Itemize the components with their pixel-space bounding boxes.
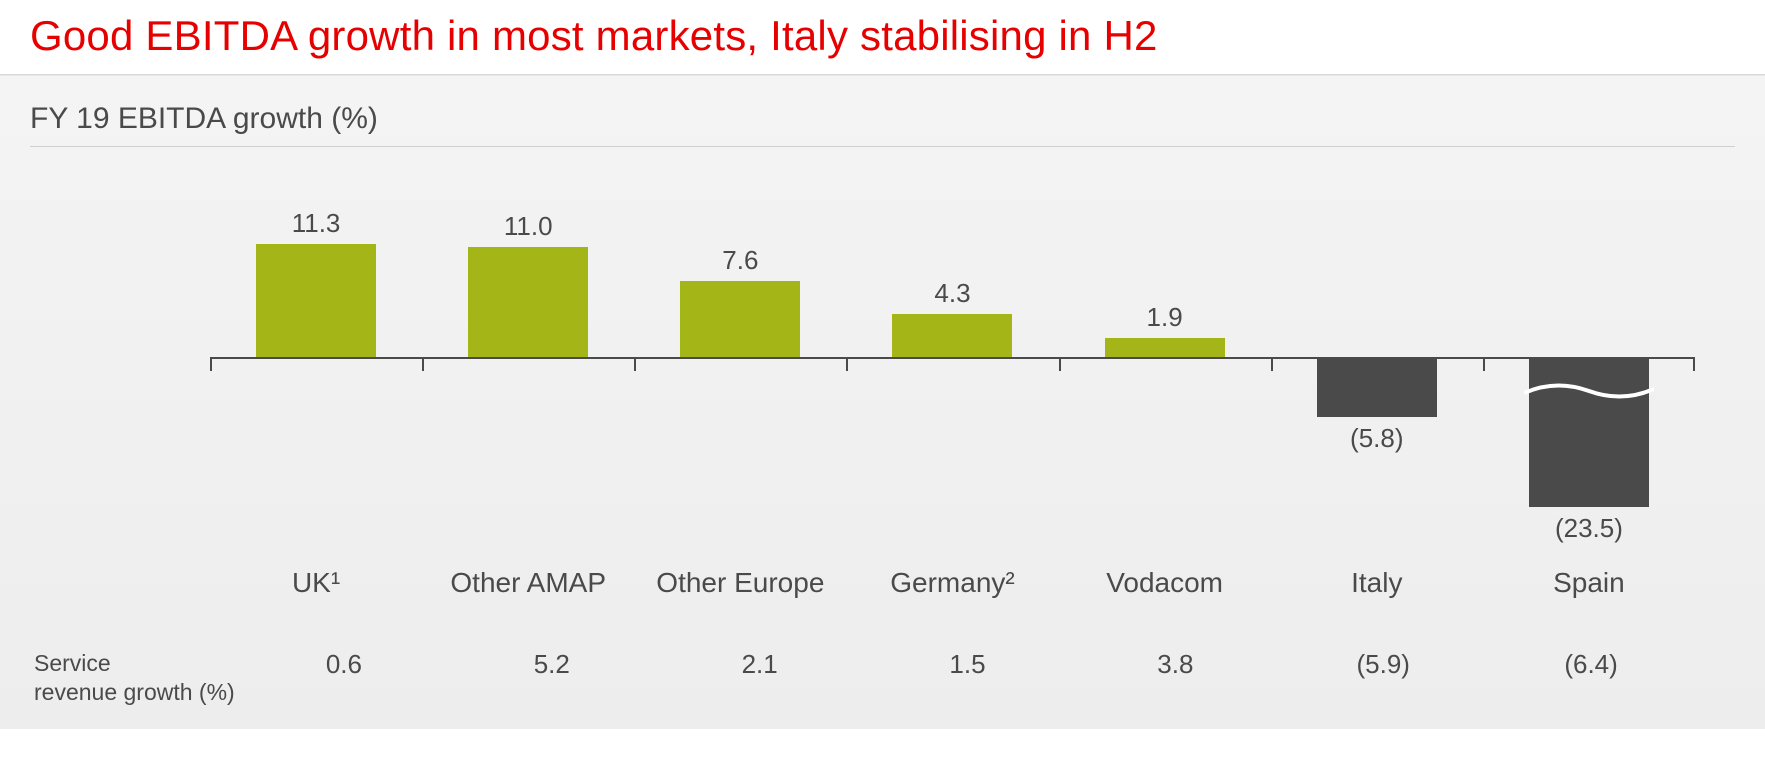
bar — [256, 244, 376, 357]
bar-value-label: 7.6 — [722, 245, 758, 276]
chart-panel: FY 19 EBITDA growth (%) 11.311.07.64.31.… — [0, 75, 1765, 729]
title-bar: Good EBITDA growth in most markets, Ital… — [0, 0, 1765, 75]
bar — [1105, 338, 1225, 357]
bar — [892, 314, 1012, 357]
bar-value-label: 11.3 — [292, 208, 341, 239]
chart-column: (23.5) — [1483, 217, 1695, 555]
chart-column: 4.3 — [846, 217, 1058, 555]
footer-value: 5.2 — [448, 649, 656, 680]
category-label: Italy — [1271, 567, 1483, 599]
footer-value: 2.1 — [656, 649, 864, 680]
chart-column: (5.8) — [1271, 217, 1483, 555]
footer-legend-line2: revenue growth (%) — [34, 678, 240, 707]
footer-values-row: 0.65.22.11.53.8(5.9)(6.4) — [240, 649, 1735, 680]
category-label: UK¹ — [210, 567, 422, 599]
footer-value: 3.8 — [1071, 649, 1279, 680]
axis-tick — [1693, 357, 1695, 371]
category-labels-row: UK¹Other AMAPOther EuropeGermany²Vodacom… — [30, 567, 1735, 599]
bar-chart: 11.311.0 7.6 4.3 1.9 (5.8) (23.5) — [210, 217, 1695, 555]
footer-value: (5.9) — [1279, 649, 1487, 680]
chart-columns: 11.311.0 7.6 4.3 1.9 (5.8) (23.5) — [210, 217, 1695, 555]
bar-value-label: (5.8) — [1350, 423, 1403, 454]
page-title: Good EBITDA growth in most markets, Ital… — [30, 12, 1735, 60]
category-label: Other AMAP — [422, 567, 634, 599]
bar-value-label: 11.0 — [504, 211, 553, 242]
category-label: Germany² — [846, 567, 1058, 599]
chart-column: 11.3 — [210, 217, 422, 555]
bar-value-label: 4.3 — [934, 278, 970, 309]
chart-wrap: 11.311.0 7.6 4.3 1.9 (5.8) (23.5) — [30, 217, 1735, 555]
footer-value: 1.5 — [864, 649, 1072, 680]
axis-tick — [422, 357, 424, 371]
bar — [468, 247, 588, 357]
footer-value: (6.4) — [1487, 649, 1695, 680]
footer-row: Service revenue growth (%) 0.65.22.11.53… — [30, 649, 1735, 707]
footer-legend-line1: Service — [34, 649, 240, 678]
bar-value-label: (23.5) — [1555, 513, 1623, 544]
footer-legend: Service revenue growth (%) — [30, 649, 240, 707]
bar-value-label: 1.9 — [1147, 302, 1183, 333]
axis-tick — [846, 357, 848, 371]
footer-value: 0.6 — [240, 649, 448, 680]
axis-tick — [1271, 357, 1273, 371]
bar — [1317, 359, 1437, 417]
chart-subtitle: FY 19 EBITDA growth (%) — [30, 102, 1735, 147]
axis-tick — [634, 357, 636, 371]
chart-column: 11.0 — [422, 217, 634, 555]
chart-column: 7.6 — [634, 217, 846, 555]
axis-tick — [210, 357, 212, 371]
category-label: Vodacom — [1059, 567, 1271, 599]
chart-column: 1.9 — [1059, 217, 1271, 555]
axis-tick — [1483, 357, 1485, 371]
category-label: Other Europe — [634, 567, 846, 599]
category-label: Spain — [1483, 567, 1695, 599]
axis-tick — [1059, 357, 1061, 371]
bar — [1529, 359, 1649, 507]
bar — [680, 281, 800, 357]
